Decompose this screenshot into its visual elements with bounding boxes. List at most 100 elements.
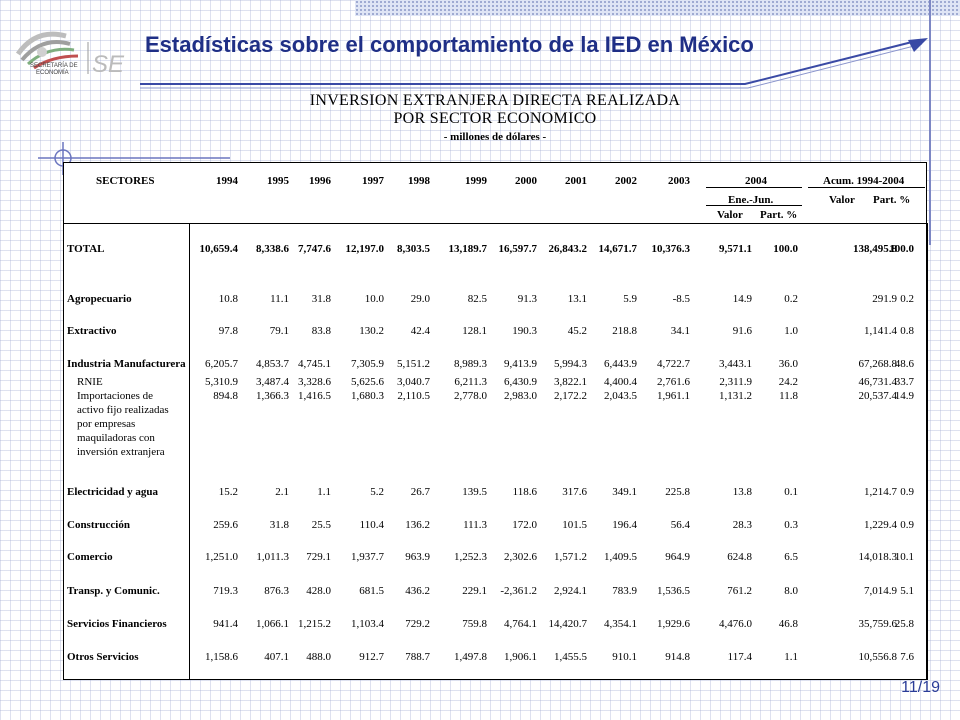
header-2004: 2004: [745, 175, 767, 187]
row-value: 0.3: [784, 519, 798, 531]
header-year-2003: 2003: [668, 175, 690, 187]
svg-text:SE: SE: [92, 51, 125, 78]
row-value: 229.1: [462, 585, 487, 597]
row-value: 6.5: [784, 551, 798, 563]
row-value: 13,189.7: [448, 243, 488, 255]
row-value: 1,229.4: [864, 519, 897, 531]
row-label: Extractivo: [67, 325, 117, 337]
row-value: 759.8: [462, 618, 487, 630]
row-value: 0.8: [900, 325, 914, 337]
row-value: 34.1: [670, 325, 690, 337]
row-value: 136.2: [405, 519, 430, 531]
row-value: 2,172.2: [554, 390, 587, 402]
row-value: 1,215.2: [298, 618, 331, 630]
row-value: 8.0: [784, 585, 798, 597]
row-value: 910.1: [612, 651, 637, 663]
row-value: 11.1: [270, 293, 289, 305]
row-value: 35,759.6: [858, 618, 898, 630]
row-value: 1,366.3: [256, 390, 289, 402]
row-value: 5,310.9: [205, 376, 238, 388]
row-value: 783.9: [612, 585, 637, 597]
header-valor-acum: Valor: [829, 194, 855, 206]
row-value: 29.0: [410, 293, 430, 305]
row-value: 48.6: [894, 358, 914, 370]
row-value: 5,151.2: [397, 358, 430, 370]
row-value: 0.9: [900, 519, 914, 531]
importaciones-label-line: maquiladoras con: [77, 432, 155, 444]
row-value: -8.5: [672, 293, 690, 305]
row-value: 91.6: [732, 325, 752, 337]
row-value: 83.8: [311, 325, 331, 337]
row-value: 16,597.7: [498, 243, 538, 255]
row-value: 3,487.4: [256, 376, 289, 388]
row-value: 111.3: [463, 519, 487, 531]
row-value: 436.2: [405, 585, 430, 597]
row-value: 91.3: [517, 293, 537, 305]
row-value: 26,843.2: [548, 243, 588, 255]
row-value: 291.9: [872, 293, 897, 305]
row-value: 15.2: [218, 486, 238, 498]
row-value: 681.5: [359, 585, 384, 597]
row-value: 2,761.6: [657, 376, 690, 388]
row-label: Agropecuario: [67, 293, 132, 305]
row-label: TOTAL: [67, 243, 105, 255]
row-value: 5.2: [370, 486, 384, 498]
row-value: 1,416.5: [298, 390, 331, 402]
row-value: 101.5: [562, 519, 587, 531]
row-value: 4,354.1: [604, 618, 637, 630]
row-value: 2,043.5: [604, 390, 637, 402]
row-value: 5.1: [900, 585, 914, 597]
row-value: 56.4: [670, 519, 690, 531]
row-value: 2,311.9: [719, 376, 752, 388]
row-value: 20,537.4: [858, 390, 898, 402]
row-value: 117.4: [727, 651, 752, 663]
row-value: 788.7: [405, 651, 430, 663]
row-value: 428.0: [306, 585, 331, 597]
row-value: 761.2: [727, 585, 752, 597]
row-value: 128.1: [462, 325, 487, 337]
row-value: 1,409.5: [604, 551, 637, 563]
row-value: 14,018.3: [858, 551, 898, 563]
page-number: 11/19: [901, 679, 940, 696]
header-valor: Valor: [717, 209, 743, 221]
row-value: 46.8: [778, 618, 798, 630]
row-value: 1,251.0: [205, 551, 238, 563]
row-value: 6,430.9: [504, 376, 537, 388]
row-value: 14,420.7: [548, 618, 588, 630]
table-title-line-1: INVERSION EXTRANJERA DIRECTA REALIZADA: [309, 92, 681, 109]
row-value: 10.0: [364, 293, 384, 305]
row-value: 7,747.6: [298, 243, 331, 255]
row-label: Industria Manufacturera: [67, 358, 186, 370]
header-year-1999: 1999: [465, 175, 487, 187]
row-value: 3,443.1: [719, 358, 752, 370]
header-sectores: SECTORES: [96, 175, 155, 187]
row-value: 1,536.5: [657, 585, 690, 597]
row-value: 190.3: [512, 325, 537, 337]
row-value: 8,989.3: [454, 358, 487, 370]
header-year-2001: 2001: [565, 175, 587, 187]
row-value: 7,305.9: [351, 358, 384, 370]
row-value: 2,983.0: [504, 390, 537, 402]
row-value: 7.6: [900, 651, 914, 663]
row-value: 4,745.1: [298, 358, 331, 370]
row-value: 3,822.1: [554, 376, 587, 388]
header-top-rule: [63, 223, 927, 224]
row-value: 24.2: [778, 376, 798, 388]
row-value: 25.8: [894, 618, 914, 630]
row-value: 33.7: [894, 376, 914, 388]
row-value: 1,497.8: [454, 651, 487, 663]
row-value: 1.1: [784, 651, 798, 663]
row-label: Transp. y Comunic.: [67, 585, 160, 597]
row-value: 218.8: [612, 325, 637, 337]
header-year-1996: 1996: [309, 175, 331, 187]
row-value: 45.2: [567, 325, 587, 337]
row-value: 14.9: [732, 293, 752, 305]
row-value: 100.0: [773, 243, 798, 255]
row-value: -2,361.2: [500, 585, 537, 597]
svg-text:ECONOMÍA: ECONOMÍA: [36, 69, 69, 76]
row-value: 963.9: [405, 551, 430, 563]
row-value: 100.0: [889, 243, 914, 255]
row-value: 2,924.1: [554, 585, 587, 597]
row-value: 4,764.1: [504, 618, 537, 630]
row-label: Servicios Financieros: [67, 618, 167, 630]
